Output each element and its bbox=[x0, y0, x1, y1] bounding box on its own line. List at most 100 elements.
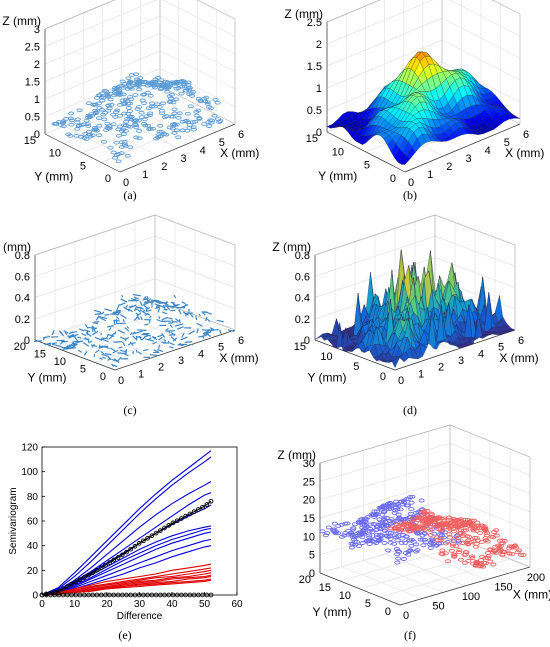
data-point bbox=[385, 530, 392, 535]
grid-floor-y bbox=[359, 550, 491, 590]
data-point bbox=[101, 337, 109, 340]
data-point bbox=[69, 581, 74, 587]
data-point bbox=[402, 516, 409, 521]
data-point bbox=[125, 304, 129, 308]
data-point bbox=[174, 323, 184, 327]
z-tick-label: 2.5 bbox=[307, 17, 322, 29]
data-point bbox=[177, 342, 182, 346]
data-point bbox=[146, 296, 149, 300]
series-line-red bbox=[41, 575, 212, 596]
data-point bbox=[112, 349, 119, 354]
data-point bbox=[93, 110, 100, 114]
x-tick-label: 150 bbox=[494, 582, 512, 594]
data-point bbox=[119, 552, 125, 558]
data-point bbox=[379, 505, 386, 510]
data-point bbox=[381, 540, 388, 545]
data-point bbox=[94, 309, 101, 313]
data-point bbox=[135, 349, 138, 353]
data-point bbox=[143, 311, 151, 316]
data-point bbox=[146, 113, 153, 118]
data-point bbox=[170, 520, 176, 526]
data-point bbox=[115, 152, 122, 156]
data-point bbox=[113, 320, 116, 326]
data-point bbox=[227, 329, 235, 333]
data-point bbox=[114, 108, 121, 113]
data-point bbox=[469, 556, 476, 561]
data-point bbox=[492, 544, 499, 549]
data-point bbox=[353, 539, 360, 544]
data-point bbox=[373, 535, 380, 540]
data-point bbox=[422, 531, 429, 536]
series-markers bbox=[39, 592, 214, 598]
data-point bbox=[141, 101, 148, 106]
data-point bbox=[80, 122, 87, 127]
z-tick-label: 1.5 bbox=[307, 61, 322, 73]
caption-f: (f) bbox=[404, 628, 416, 642]
x-tick-label: 1 bbox=[418, 368, 424, 380]
edge bbox=[491, 0, 521, 15]
data-point bbox=[478, 523, 485, 528]
data-point bbox=[457, 530, 464, 535]
x-tick-label: 200 bbox=[527, 572, 545, 584]
data-point bbox=[74, 117, 81, 122]
data-point bbox=[387, 540, 394, 545]
z-axis-label: Z (mm) bbox=[0, 240, 31, 254]
data-point bbox=[67, 116, 74, 121]
data-point bbox=[182, 88, 189, 93]
data-point bbox=[361, 517, 368, 522]
data-point bbox=[64, 592, 70, 598]
data-point bbox=[367, 526, 374, 531]
data-point bbox=[163, 308, 168, 311]
y-tick-label: 15 bbox=[294, 341, 306, 353]
data-point bbox=[82, 342, 90, 347]
data-point bbox=[116, 90, 123, 95]
x-tick-label: 3 bbox=[180, 153, 186, 165]
data-point bbox=[73, 340, 84, 343]
data-point bbox=[161, 311, 168, 315]
data-point bbox=[156, 348, 164, 353]
data-point bbox=[107, 560, 112, 565]
data-point bbox=[391, 510, 398, 515]
data-point bbox=[124, 153, 131, 158]
data-point bbox=[339, 534, 346, 539]
data-point bbox=[59, 345, 68, 350]
data-point bbox=[158, 108, 165, 113]
data-point bbox=[409, 516, 416, 521]
x-axis-label: X (mm) bbox=[513, 588, 550, 602]
data-point bbox=[135, 105, 143, 109]
data-point bbox=[136, 312, 142, 317]
data-point bbox=[143, 301, 150, 306]
data-point bbox=[105, 103, 112, 108]
grid-side-z bbox=[159, 15, 236, 55]
data-point bbox=[208, 120, 215, 125]
data-point bbox=[395, 556, 402, 561]
x-tick-label: 50 bbox=[432, 601, 444, 613]
data-point bbox=[131, 118, 138, 123]
data-point bbox=[119, 302, 126, 306]
data-point bbox=[413, 542, 420, 547]
data-point bbox=[450, 537, 457, 542]
data-point bbox=[193, 110, 200, 114]
data-point bbox=[108, 327, 112, 331]
x-tick-label: 0 bbox=[398, 375, 404, 387]
data-point bbox=[422, 516, 429, 521]
data-point bbox=[393, 499, 400, 504]
data-point bbox=[98, 344, 101, 348]
grid-side-z bbox=[162, 0, 236, 37]
data-point bbox=[493, 528, 500, 533]
data-point bbox=[127, 95, 134, 99]
data-point bbox=[96, 133, 103, 138]
z-axis-label: Z (mm) bbox=[284, 7, 323, 21]
data-point bbox=[116, 303, 120, 310]
data-point bbox=[83, 118, 90, 123]
data-point bbox=[132, 335, 138, 341]
data-point bbox=[184, 312, 193, 315]
data-point bbox=[122, 142, 129, 147]
data-point bbox=[349, 533, 356, 538]
data-point bbox=[142, 348, 149, 352]
data-point bbox=[464, 542, 472, 547]
data-point bbox=[122, 341, 126, 347]
data-point bbox=[499, 553, 506, 558]
data-point bbox=[139, 309, 146, 314]
